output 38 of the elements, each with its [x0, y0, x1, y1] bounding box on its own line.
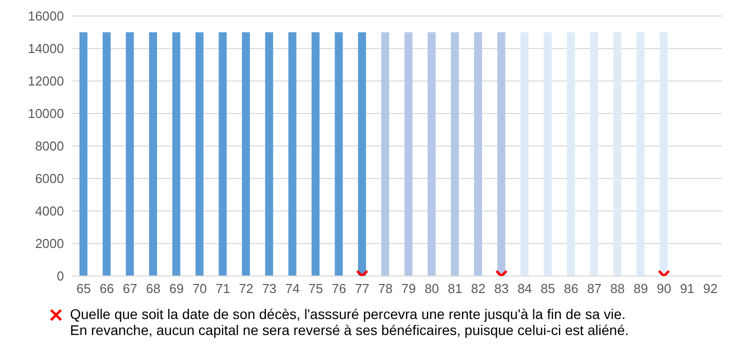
x-tick-label: 80 [424, 281, 440, 296]
x-tick-label: 84 [517, 281, 532, 296]
x-tick-label: 71 [216, 281, 230, 296]
y-tick-label: 2000 [35, 236, 64, 252]
x-tick-label: 78 [378, 281, 393, 296]
y-tick-label: 10000 [28, 106, 64, 122]
x-tick-label: 70 [192, 281, 207, 296]
x-tick-label: 74 [285, 281, 300, 296]
x-tick-label: 69 [169, 281, 184, 296]
x-tick-label: 77 [354, 281, 370, 296]
legend-label: Quelle que soit la date de son décès, l'asssuré percevra une rente jusqu'à la fin de sa vie. En revanche, aucun capital ne sera reversé à ses bénéficaires, puisque celui-ci est aliéné. [70, 306, 629, 338]
x-tick-label: 82 [471, 281, 486, 296]
x-tick-label: 67 [122, 281, 138, 296]
x-tick-label: 75 [308, 281, 323, 296]
y-tick-label: 0 [56, 268, 64, 284]
x-tick-label: 79 [401, 281, 416, 296]
x-tick-label: 65 [76, 281, 91, 296]
x-tick-label: 86 [564, 281, 578, 296]
x-tick-label: 89 [634, 281, 648, 296]
x-tick-label: 81 [448, 281, 462, 296]
x-tick-label: 92 [703, 281, 718, 296]
y-tick-label: 8000 [35, 138, 64, 154]
x-tick-label: 72 [238, 281, 254, 296]
x-tick-label: 85 [540, 281, 556, 296]
x-tick-label: 66 [100, 281, 114, 296]
y-tick-label: 6000 [35, 171, 64, 186]
x-tick-label: 91 [680, 281, 694, 296]
x-tick-label: 76 [332, 281, 346, 296]
y-tick-label: 14000 [28, 41, 64, 56]
x-tick-label: 90 [656, 281, 672, 296]
x-tick-label: 87 [587, 281, 602, 296]
x-tick-label: 68 [146, 281, 160, 296]
x-tick-label: 83 [494, 281, 509, 296]
x-tick-label: 73 [262, 281, 277, 296]
y-tick-label: 12000 [28, 74, 64, 89]
y-tick-label: 16000 [28, 8, 64, 24]
y-tick-label: 4000 [35, 204, 64, 219]
x-tick-label: 88 [610, 281, 625, 296]
